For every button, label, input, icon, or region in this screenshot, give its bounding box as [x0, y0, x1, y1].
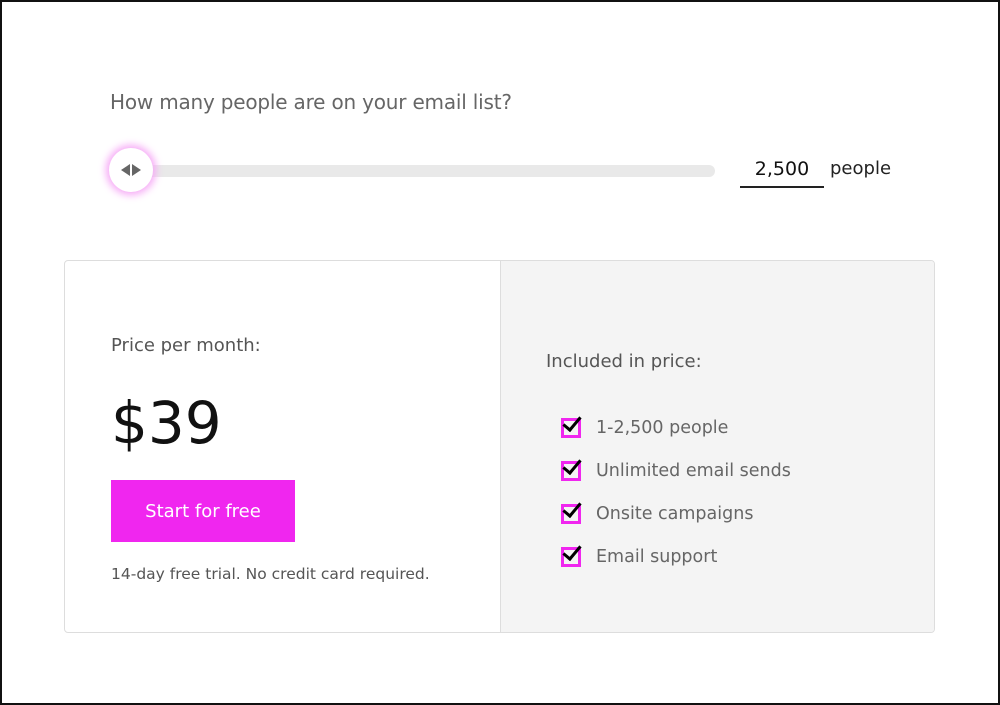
slider-question: How many people are on your email list? — [110, 90, 512, 114]
list-item-label: Email support — [596, 546, 718, 567]
slider-thumb[interactable] — [109, 148, 153, 192]
included-panel: Included in price: 1-2,500 people Unlimi… — [501, 261, 934, 632]
included-list: 1-2,500 people Unlimited email sends Ons… — [561, 406, 791, 578]
list-item-label: Onsite campaigns — [596, 503, 754, 524]
trial-note: 14-day free trial. No credit card requir… — [111, 565, 430, 583]
slider-track[interactable] — [130, 165, 715, 177]
pricing-card: Price per month: $39 Start for free 14-d… — [64, 260, 935, 633]
checkbox-checked-icon — [561, 546, 581, 567]
price-panel: Price per month: $39 Start for free 14-d… — [65, 261, 501, 632]
list-item: Unlimited email sends — [561, 449, 791, 492]
people-count-input[interactable] — [740, 152, 824, 188]
arrow-right-icon — [132, 164, 141, 176]
people-unit-label: people — [830, 158, 892, 179]
arrow-left-icon — [121, 164, 130, 176]
list-item: Email support — [561, 535, 791, 578]
price-value: $39 — [111, 389, 222, 457]
included-title: Included in price: — [546, 351, 702, 372]
checkbox-checked-icon — [561, 460, 581, 481]
checkbox-checked-icon — [561, 417, 581, 438]
price-label: Price per month: — [111, 335, 261, 356]
list-item: Onsite campaigns — [561, 492, 791, 535]
start-for-free-button[interactable]: Start for free — [111, 480, 295, 542]
checkbox-checked-icon — [561, 503, 581, 524]
list-item-label: 1-2,500 people — [596, 417, 729, 438]
list-item: 1-2,500 people — [561, 406, 791, 449]
list-item-label: Unlimited email sends — [596, 460, 791, 481]
